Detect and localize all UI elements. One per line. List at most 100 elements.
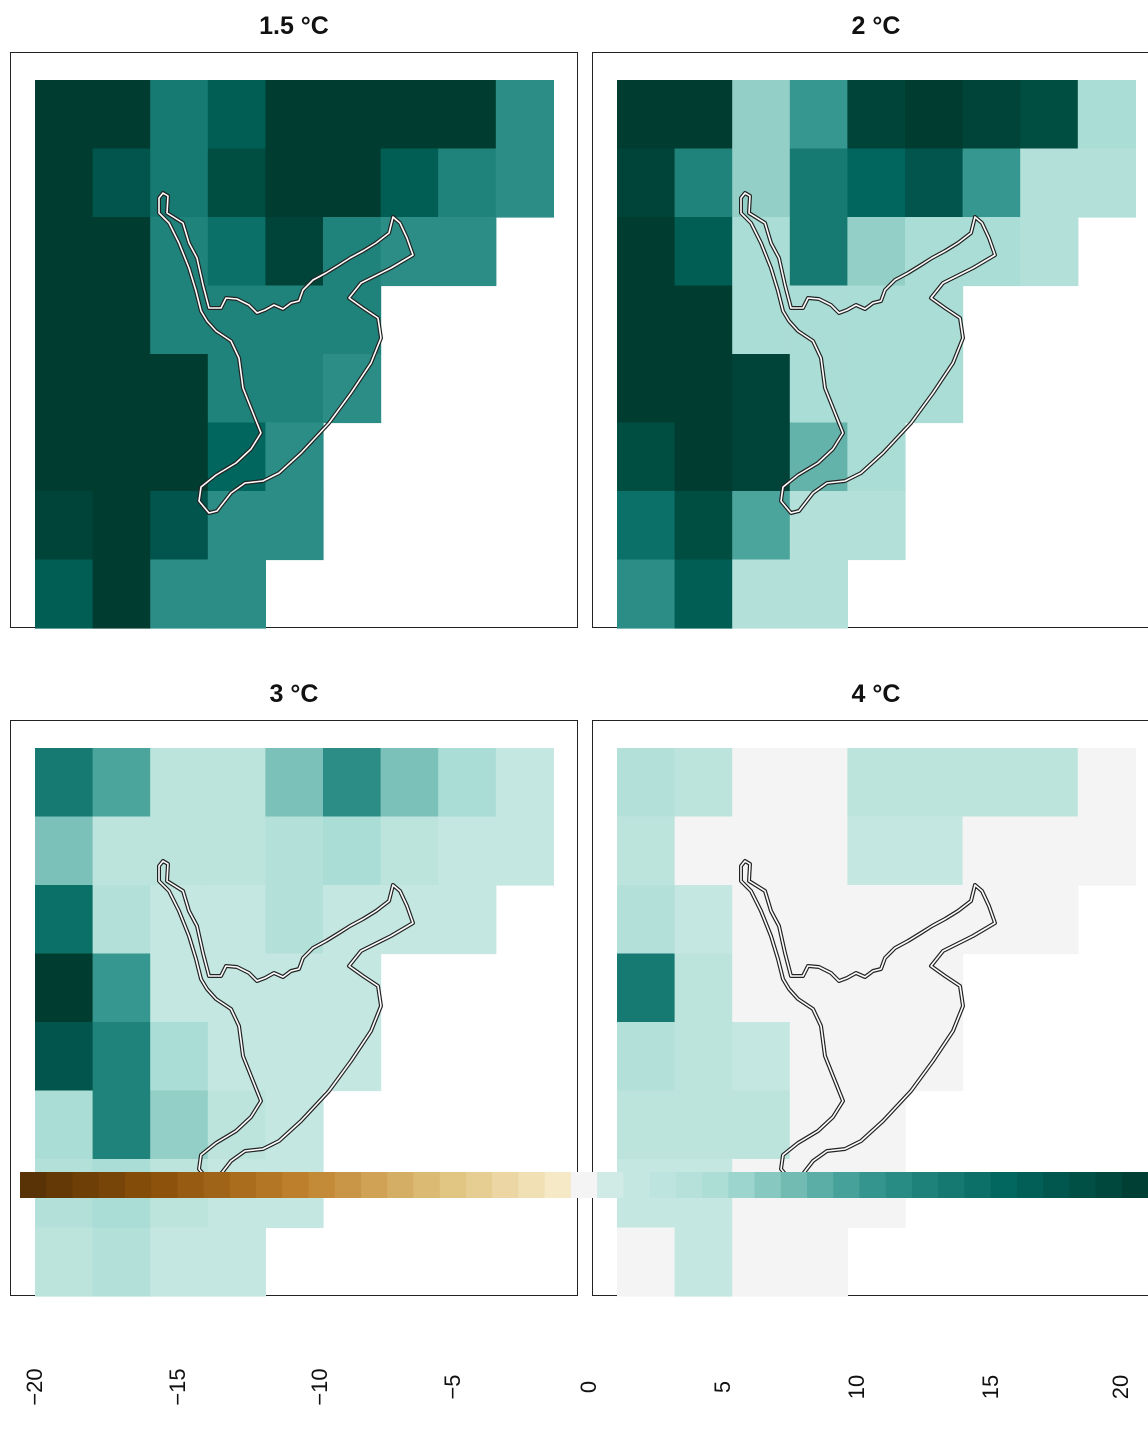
legend-swatch <box>308 1172 336 1198</box>
grid-cell <box>207 80 266 150</box>
legend-swatch <box>885 1172 913 1198</box>
panel-title-1: 1.5 °C <box>259 12 329 40</box>
grid-cell <box>1077 80 1136 150</box>
grid-cell <box>905 748 964 818</box>
legend-tick-5: 0 <box>576 1380 601 1394</box>
legend-tick-9: 20 <box>1108 1374 1133 1400</box>
grid-cell <box>207 885 266 955</box>
grid-cell <box>35 885 94 955</box>
grid-cell <box>1077 748 1136 818</box>
grid-cell <box>674 559 733 629</box>
map-grid-3 <box>35 748 554 1297</box>
legend-swatch <box>124 1172 152 1198</box>
legend-swatch <box>439 1172 467 1198</box>
grid-cell <box>789 559 848 629</box>
grid-cell <box>150 1022 209 1092</box>
grid-cell <box>674 885 733 955</box>
grid-cell <box>1020 217 1079 287</box>
grid-cell <box>323 748 382 818</box>
grid-cell <box>207 491 266 561</box>
legend-swatch <box>282 1172 310 1198</box>
grid-cell <box>962 148 1021 218</box>
grid-cell <box>265 217 324 287</box>
grid-cell <box>92 816 151 886</box>
grid-cell <box>1020 885 1079 955</box>
grid-cell <box>92 148 151 218</box>
grid-cell <box>207 816 266 886</box>
grid-cell <box>847 816 906 886</box>
legend-swatch <box>859 1172 887 1198</box>
legend-swatch <box>1095 1172 1123 1198</box>
grid-cell <box>438 217 497 287</box>
grid-cell <box>905 148 964 218</box>
grid-cell <box>207 559 266 629</box>
grid-cell <box>732 422 791 492</box>
legend-swatch <box>229 1172 257 1198</box>
grid-cell <box>789 953 848 1023</box>
grid-cell <box>1020 816 1079 886</box>
legend-tick-3: −10 <box>307 1368 332 1406</box>
color-legend-bar <box>20 1172 1148 1198</box>
grid-cell <box>789 816 848 886</box>
grid-cell <box>265 953 324 1023</box>
grid-cell <box>438 816 497 886</box>
legend-swatch <box>623 1172 651 1198</box>
grid-cell <box>732 953 791 1023</box>
grid-cell <box>789 80 848 150</box>
grid-cell <box>438 148 497 218</box>
grid-cell <box>617 1090 676 1160</box>
grid-cell <box>962 748 1021 818</box>
grid-cell <box>789 1227 848 1297</box>
grid-cell <box>732 1022 791 1092</box>
legend-tick-2: −15 <box>165 1368 190 1406</box>
legend-swatch <box>754 1172 782 1198</box>
grid-cell <box>789 491 848 561</box>
grid-cell <box>323 816 382 886</box>
grid-cell <box>617 816 676 886</box>
grid-cell <box>92 559 151 629</box>
grid-cell <box>92 285 151 355</box>
grid-cell <box>207 148 266 218</box>
grid-cell <box>265 748 324 818</box>
legend-swatch <box>544 1172 572 1198</box>
legend-swatch <box>20 1172 47 1198</box>
grid-cell <box>962 816 1021 886</box>
grid-cell <box>674 1227 733 1297</box>
grid-cell <box>732 559 791 629</box>
legend-swatch <box>806 1172 834 1198</box>
legend-swatch <box>911 1172 939 1198</box>
grid-cell <box>789 748 848 818</box>
grid-cell <box>35 816 94 886</box>
grid-cell <box>495 80 554 150</box>
grid-cell <box>323 148 382 218</box>
grid-cell <box>35 748 94 818</box>
legend-swatch <box>492 1172 519 1198</box>
grid-cell <box>674 422 733 492</box>
grid-cell <box>674 1022 733 1092</box>
map-panel-4 <box>592 720 1148 1297</box>
grid-cell <box>847 80 906 150</box>
grid-cell <box>674 285 733 355</box>
grid-cell <box>35 491 94 561</box>
grid-cell <box>617 1022 676 1092</box>
grid-cell <box>789 1022 848 1092</box>
grid-cell <box>674 148 733 218</box>
grid-cell <box>92 354 151 424</box>
grid-cell <box>438 885 497 955</box>
grid-cell <box>380 80 439 150</box>
grid-cell <box>789 148 848 218</box>
grid-cell <box>438 80 497 150</box>
grid-cell <box>847 217 906 287</box>
grid-cell <box>207 953 266 1023</box>
legend-swatch <box>1069 1172 1097 1198</box>
grid-cell <box>674 816 733 886</box>
grid-cell <box>92 491 151 561</box>
grid-cell <box>847 354 906 424</box>
map-grid-1 <box>35 80 554 629</box>
grid-cell <box>92 885 151 955</box>
grid-cell <box>265 285 324 355</box>
grid-cell <box>35 217 94 287</box>
grid-cell <box>789 217 848 287</box>
panel-title-4: 4 °C <box>851 680 901 708</box>
grid-cell <box>380 748 439 818</box>
